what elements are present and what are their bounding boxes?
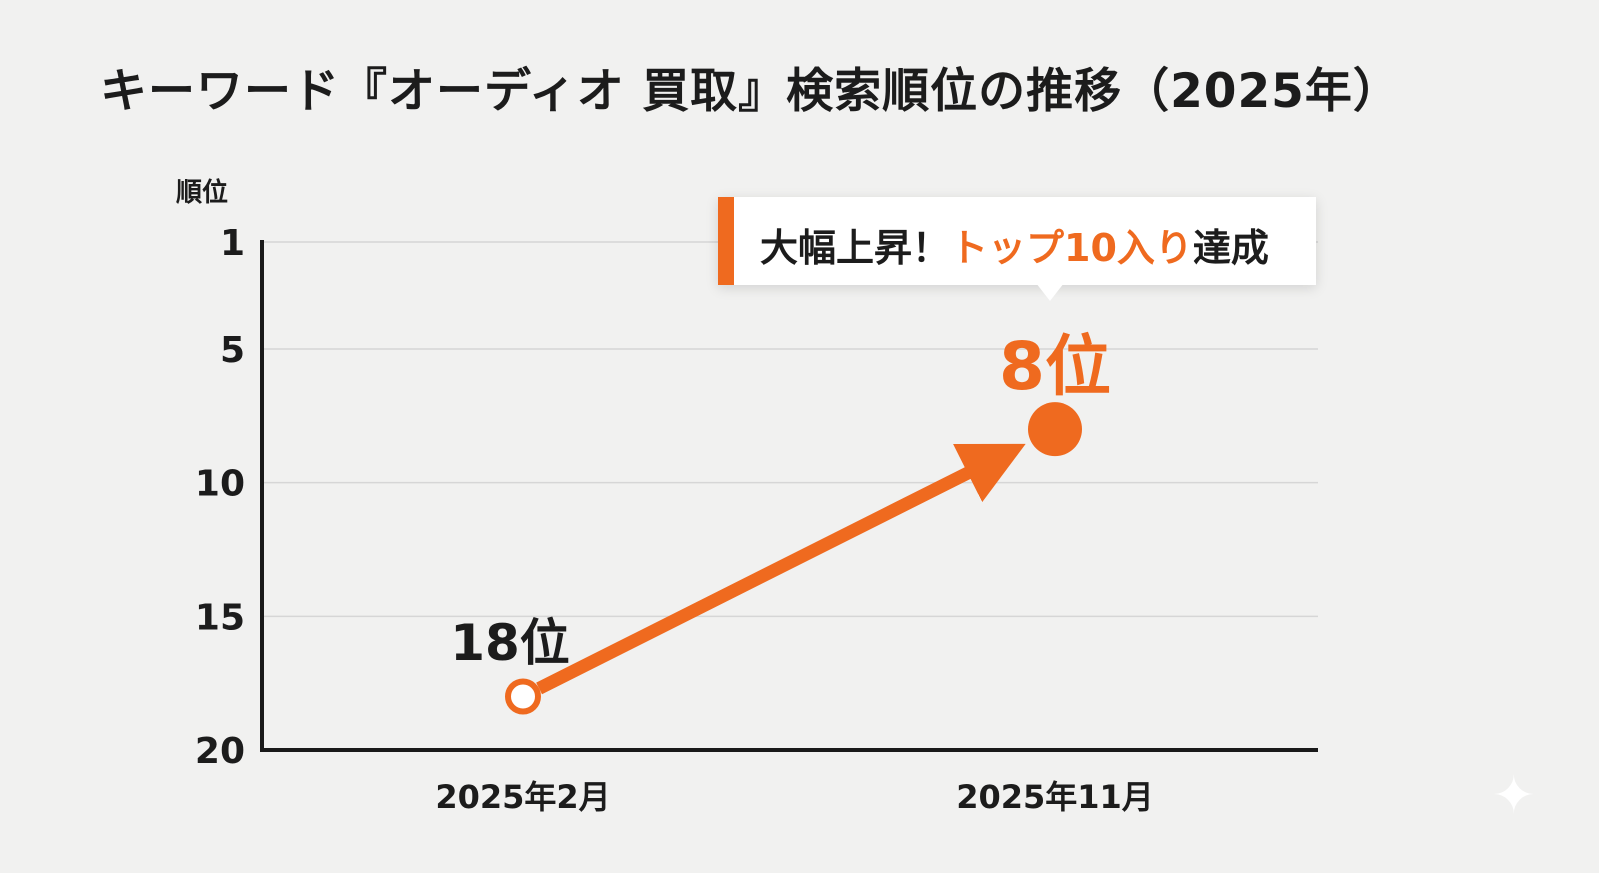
callout-text: 大幅上昇！トップ10入り達成	[760, 217, 1269, 272]
y-axis-label: 順位	[176, 178, 229, 208]
x-tick-label-0: 2025年2月	[435, 778, 610, 816]
callout-accent-bar	[718, 197, 734, 285]
callout-suffix: 達成	[1192, 226, 1269, 270]
y-tick-label-1: 1	[220, 223, 245, 264]
trend-arrow	[536, 443, 1026, 695]
y-tick-label-10: 10	[195, 464, 245, 505]
chart-title: キーワード『オーディオ 買取』検索順位の推移（2025年）	[100, 64, 1401, 119]
y-tick-label-15: 15	[195, 597, 245, 638]
data-label-nov: 8位	[999, 328, 1111, 405]
data-point-nov	[1028, 402, 1082, 457]
callout-tail	[1036, 283, 1064, 301]
x-tick-label-1: 2025年11月	[956, 778, 1154, 816]
data-label-feb: 18位	[450, 614, 570, 672]
y-tick-label-20: 20	[195, 731, 245, 772]
callout-highlight: トップ10入り	[950, 226, 1193, 270]
data-point-feb	[505, 678, 541, 715]
sparkle-icon: ✦	[1492, 766, 1536, 826]
y-tick-label-5: 5	[220, 330, 245, 371]
achievement-callout: 大幅上昇！トップ10入り達成	[718, 197, 1316, 285]
callout-prefix: 大幅上昇！	[760, 226, 951, 270]
